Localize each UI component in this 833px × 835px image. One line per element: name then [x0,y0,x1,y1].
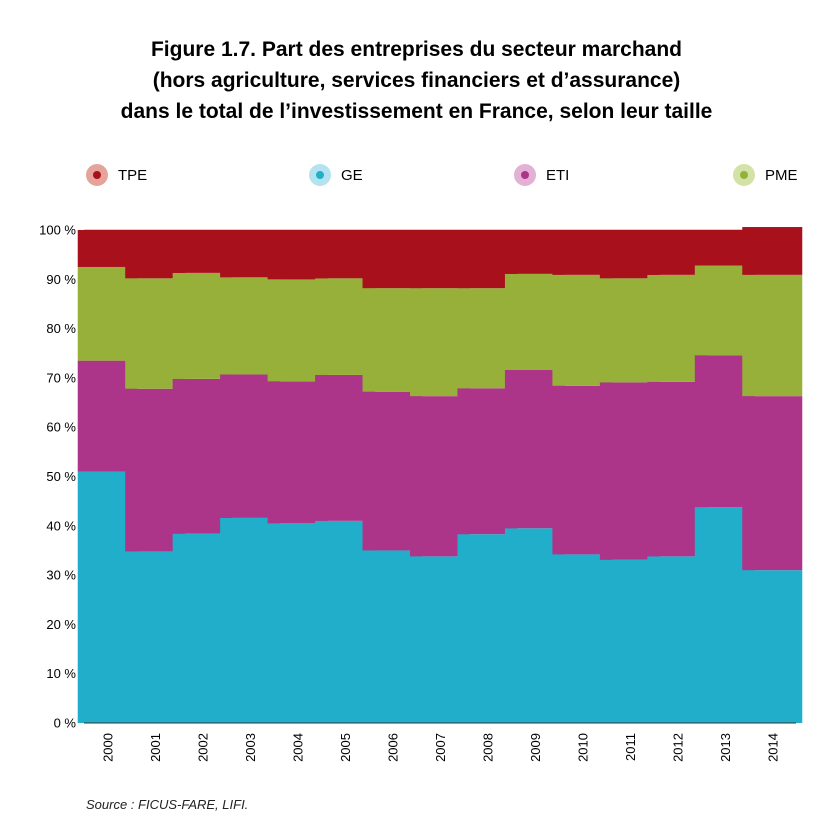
chart-title-line-1: Figure 1.7. Part des entreprises du sect… [150,38,683,61]
y-axis-ticks: 0 % 10 % 20 % 30 % 40 % 50 % 60 % 70 % 80 % 90 % 1… [39,223,76,731]
x-axis-ticks: 2000 2001 2002 2003 2004 2005 2006 2007 2008 2009… [101,733,781,762]
x-tick-label: 2007 [433,733,448,762]
chart-title-line-2: (hors agriculture, services financiers e… [152,69,681,92]
y-tick-label: 60 % [46,420,76,435]
x-tick-label: 2002 [196,733,211,762]
y-tick-label: 20 % [46,617,76,632]
legend-marker-tpe-icon [86,164,108,186]
legend-item-tpe: TPE [86,163,147,187]
bar-segment-tpe-2014 [742,227,803,275]
source-note: Source : FICUS-FARE, LIFI. [86,797,249,812]
bar-segment-ge-2014 [742,570,803,723]
y-tick-label: 40 % [46,518,76,533]
legend-item-eti: ETI [514,163,569,187]
x-tick-label: 2010 [575,733,590,762]
x-tick-label: 2003 [243,733,258,762]
y-tick-label: 70 % [46,370,76,385]
x-tick-label: 2000 [101,733,116,762]
y-tick-label: 30 % [46,568,76,583]
bar-segment-pme-2014 [742,274,803,397]
x-tick-label: 2014 [765,733,780,762]
x-tick-label: 2001 [148,733,163,762]
x-tick-label: 2006 [386,733,401,762]
y-tick-label: 90 % [46,272,76,287]
legend-item-ge: GE [309,163,363,187]
x-tick-label: 2012 [670,733,685,762]
legend-label-eti: ETI [546,166,570,184]
y-tick-label: 80 % [46,321,76,336]
y-tick-label: 100 % [39,223,76,238]
legend-item-pme: PME [733,163,798,187]
legend-marker-pme-icon [733,164,755,186]
y-tick-label: 0 % [54,716,77,731]
x-tick-label: 2004 [291,733,306,762]
x-tick-label: 2005 [338,733,353,762]
legend-label-pme: PME [765,166,798,184]
x-tick-label: 2009 [528,733,543,762]
legend-label-tpe: TPE [118,166,148,184]
x-tick-label: 2008 [480,733,495,762]
chart-title: Figure 1.7. Part des entreprises du sect… [0,34,833,127]
bar-segment-eti-2014 [742,396,803,571]
bars-group [77,227,803,723]
legend-marker-ge-icon [309,164,331,186]
legend-marker-eti-icon [514,164,536,186]
x-tick-label: 2013 [718,733,733,762]
legend-label-ge: GE [341,166,363,184]
x-tick-label: 2011 [623,733,638,761]
y-tick-label: 10 % [46,666,76,681]
y-tick-label: 50 % [46,469,76,484]
chart-title-line-3: dans le total de l’investissement en Fra… [120,100,713,123]
